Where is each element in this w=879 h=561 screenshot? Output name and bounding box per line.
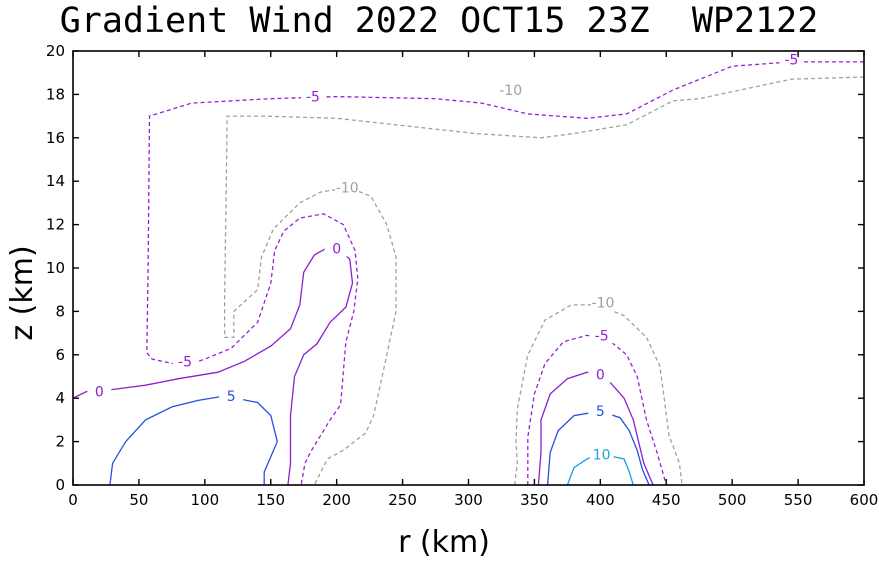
y-tick-label: 16 <box>46 129 65 147</box>
contour-label-bg <box>589 327 614 344</box>
x-tick-label: 350 <box>520 491 549 509</box>
contour-label: 0 <box>596 367 605 383</box>
contour-label-bg <box>589 446 614 463</box>
y-axis-label: z (km) <box>5 245 40 340</box>
contour-label-bg <box>87 383 112 400</box>
contour-label: -5 <box>306 90 320 106</box>
x-tick-label: 0 <box>68 491 78 509</box>
y-tick-label: 12 <box>46 216 65 234</box>
x-tick-label: 600 <box>850 491 879 509</box>
x-tick-label: 300 <box>454 491 483 509</box>
contour-label: -10 <box>499 83 522 99</box>
contour-line-neg5 <box>527 334 667 486</box>
contour-line-zero <box>537 371 654 486</box>
x-tick-label: 100 <box>191 491 220 509</box>
contour-label: -5 <box>178 354 192 370</box>
x-tick-label: 550 <box>784 491 813 509</box>
y-tick-label: 6 <box>55 346 65 364</box>
x-tick-label: 500 <box>718 491 747 509</box>
x-tick-label: 450 <box>652 491 681 509</box>
contour-label-bg <box>335 179 360 196</box>
x-tick-label: 200 <box>322 491 351 509</box>
x-tick-label: 400 <box>586 491 615 509</box>
y-tick-label: 14 <box>46 172 65 190</box>
contour-label-bg <box>590 294 615 311</box>
x-tick-label: 50 <box>129 491 148 509</box>
contour-label: 5 <box>596 404 605 420</box>
contour-label-bg <box>498 82 523 99</box>
contour-label-bg <box>588 366 613 383</box>
contour-label-bg <box>173 353 198 370</box>
y-axis: 0 2 4 6 8 10 12 14 16 18 20 <box>46 42 864 494</box>
contour-label: 5 <box>227 389 236 405</box>
y-tick-label: 4 <box>55 389 65 407</box>
x-tick-label: 150 <box>256 491 285 509</box>
contour-label-bg <box>588 403 613 420</box>
contour-layer: -10 -10 -10 -5 -5 -5 -5 0 0 0 5 5 10 <box>72 51 865 486</box>
contour-label: -5 <box>595 328 609 344</box>
contour-label: -10 <box>336 181 359 197</box>
y-tick-label: 8 <box>55 302 65 320</box>
x-axis-label: r (km) <box>398 525 490 560</box>
y-tick-label: 10 <box>46 259 65 277</box>
contour-label: -5 <box>785 53 799 69</box>
contour-line-neg5 <box>146 61 864 486</box>
chart-title: Gradient Wind 2022 OCT15 23Z WP2122 <box>60 1 819 41</box>
y-tick-label: 2 <box>55 433 65 451</box>
y-tick-label: 20 <box>46 42 65 60</box>
contour-label-bg <box>300 88 325 105</box>
y-tick-label: 0 <box>55 476 65 494</box>
contour-label-bg <box>324 240 349 257</box>
contour-label-bg <box>219 388 244 405</box>
contour-line-zero <box>72 243 354 486</box>
contour-label: 0 <box>332 241 341 257</box>
contour-label: -10 <box>592 296 615 312</box>
x-tick-label: 250 <box>388 491 417 509</box>
contour-label: 10 <box>593 448 611 464</box>
contour-label: 0 <box>95 385 104 401</box>
x-axis: 0 50 100 150 200 250 300 350 400 450 500 550 600 <box>68 51 878 509</box>
y-tick-label: 18 <box>46 85 65 103</box>
contour-line-neg10 <box>223 76 865 486</box>
